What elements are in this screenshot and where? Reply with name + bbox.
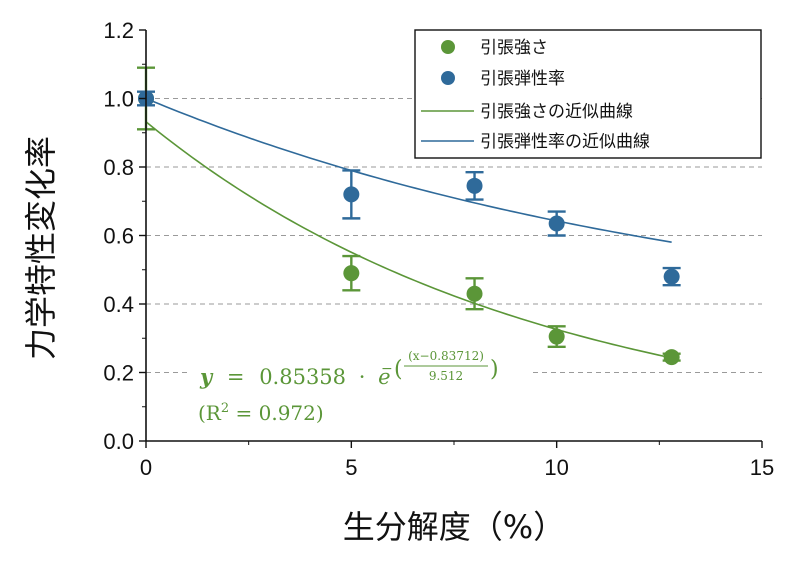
x-tick-label: 5 bbox=[345, 455, 357, 480]
equation-sign: − bbox=[381, 361, 393, 377]
legend-label-strength-fit: 引張強さの近似曲線 bbox=[480, 102, 633, 122]
data-point-series-1 bbox=[466, 177, 483, 194]
y-tick-label: 1.2 bbox=[103, 18, 134, 43]
equation-lhs: y bbox=[199, 364, 214, 389]
data-point-series-0 bbox=[343, 265, 360, 282]
data-point-series-1 bbox=[548, 215, 565, 232]
data-point-series-0 bbox=[466, 285, 483, 302]
equation-annotation: y = 0.85358 · e − ( (x−0.83712) 9.512 ) … bbox=[190, 340, 532, 428]
legend-marker-tensile-modulus bbox=[441, 71, 455, 85]
r-squared: (R2 = 0.972) bbox=[198, 401, 324, 425]
x-tick-label: 10 bbox=[544, 455, 568, 480]
y-tick-label: 1.0 bbox=[103, 87, 134, 112]
x-axis-title: 生分解度（%） bbox=[343, 508, 565, 546]
fit-curve-1 bbox=[145, 97, 672, 243]
legend: 引張強さ 引張弾性率 引張強さの近似曲線 引張弾性率の近似曲線 bbox=[414, 29, 762, 159]
y-tick-label: 0.2 bbox=[103, 361, 134, 386]
equation-equals: = bbox=[227, 365, 245, 389]
legend-marker-tensile-strength bbox=[441, 40, 455, 54]
equation-base: e bbox=[378, 365, 390, 389]
y-tick-label: 0.4 bbox=[103, 292, 134, 317]
legend-box bbox=[414, 29, 762, 159]
equation-denominator: 9.512 bbox=[429, 369, 463, 383]
svg-text:y = 0.85358: y = 0.85358 · e bbox=[199, 364, 391, 389]
y-ticks: 0.0 0.2 0.4 0.6 0.8 1.0 1.2 bbox=[103, 18, 146, 454]
y-tick-label: 0.8 bbox=[103, 155, 134, 180]
equation-coefficient: 0.85358 bbox=[259, 365, 346, 389]
y-tick-label: 0.6 bbox=[103, 224, 134, 249]
fit-curves bbox=[145, 97, 672, 359]
fit-curve-0 bbox=[145, 121, 672, 359]
equation-paren-close: ) bbox=[490, 357, 499, 382]
x-tick-label: 0 bbox=[140, 455, 152, 480]
legend-label-tensile-modulus: 引張弾性率 bbox=[480, 69, 565, 89]
y-tick-label: 0.0 bbox=[103, 429, 134, 454]
legend-label-tensile-strength: 引張強さ bbox=[480, 38, 548, 58]
x-ticks: 0 5 10 15 bbox=[140, 441, 774, 480]
data-point-series-0 bbox=[548, 328, 565, 345]
y-axis-title: 力学特性変化率 bbox=[22, 136, 60, 360]
equation-numerator: (x−0.83712) bbox=[408, 349, 484, 363]
equation-dot: · bbox=[359, 365, 366, 389]
legend-label-modulus-fit: 引張弾性率の近似曲線 bbox=[480, 132, 650, 152]
equation-paren-open: ( bbox=[394, 357, 403, 382]
data-point-series-1 bbox=[663, 268, 680, 285]
data-point-series-1 bbox=[343, 186, 360, 203]
x-tick-label: 15 bbox=[750, 455, 774, 480]
data-point-series-0 bbox=[663, 349, 680, 366]
equation-background bbox=[190, 340, 532, 428]
